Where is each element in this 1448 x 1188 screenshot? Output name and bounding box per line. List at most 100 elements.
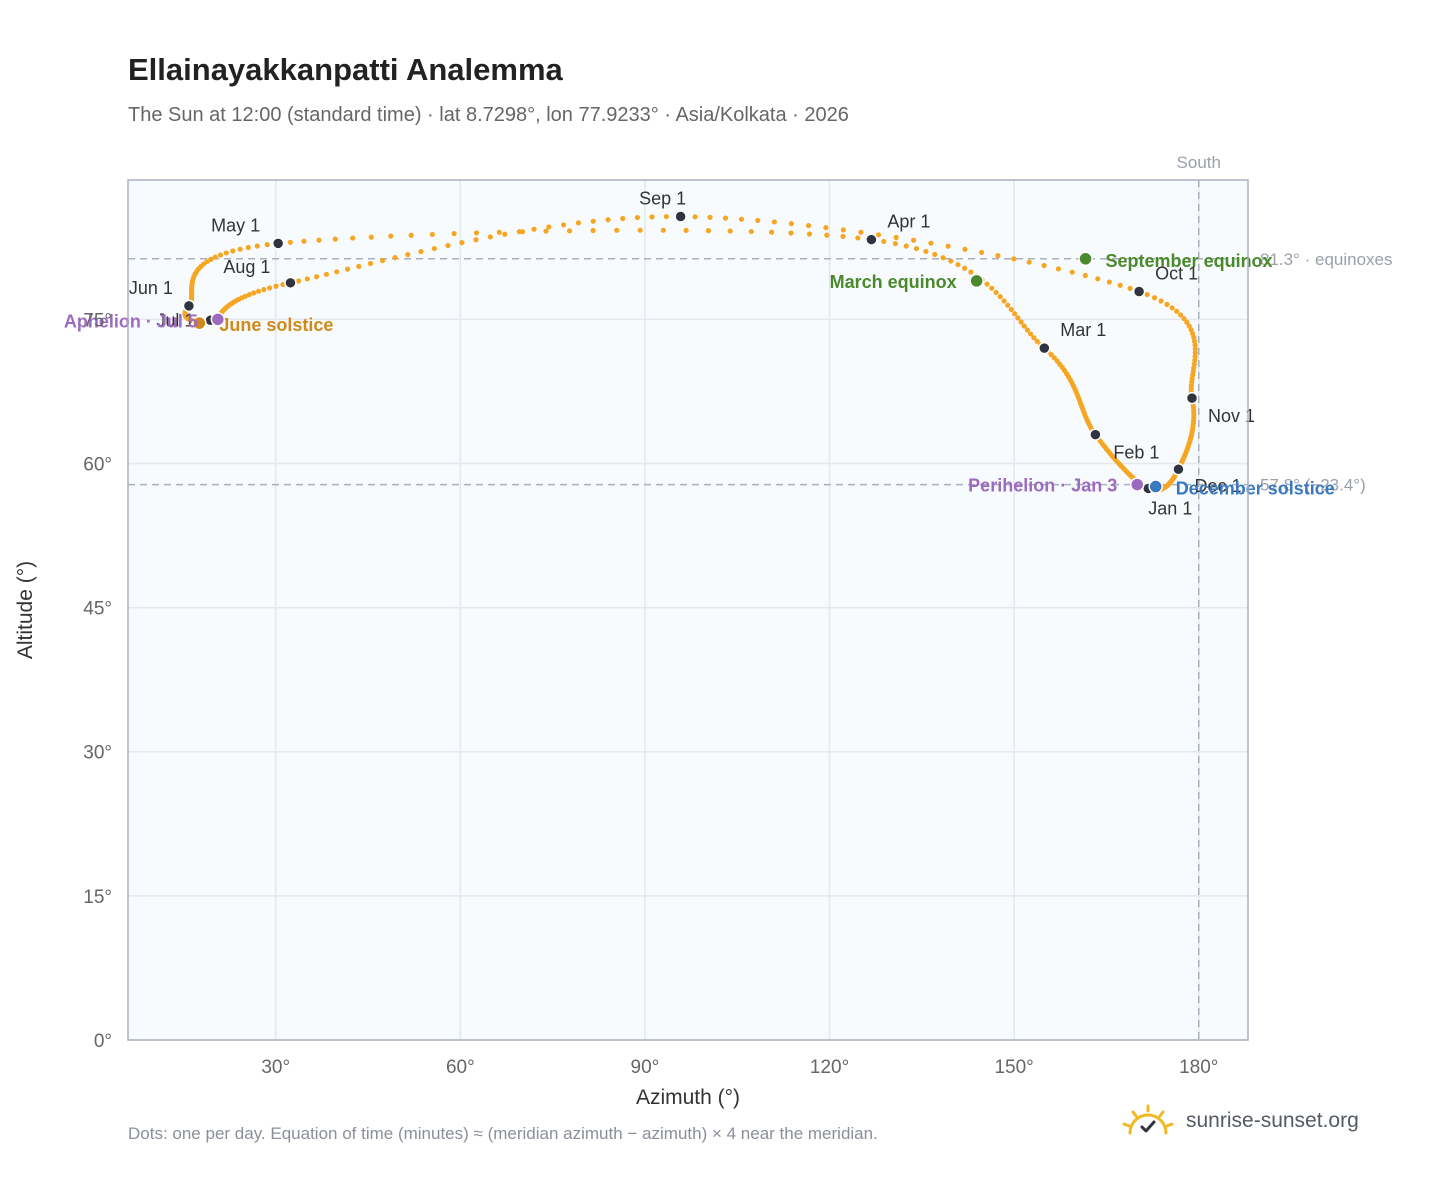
- y-tick-label: 45°: [83, 599, 112, 620]
- x-tick-label: 180°: [1179, 1057, 1218, 1078]
- brand[interactable]: sunrise-sunset.org: [1120, 1104, 1359, 1138]
- event-marker: [192, 315, 207, 331]
- daily-dot: [788, 221, 794, 227]
- daily-dot: [264, 242, 270, 248]
- daily-dot: [575, 220, 582, 226]
- daily-dot: [932, 251, 938, 258]
- daily-dot: [1144, 291, 1150, 298]
- daily-dot: [1021, 323, 1027, 329]
- daily-dot: [892, 240, 898, 247]
- daily-dot: [1031, 335, 1037, 341]
- daily-dot: [295, 278, 302, 284]
- daily-dot: [405, 252, 411, 258]
- daily-dot: [418, 248, 424, 255]
- daily-dot: [1191, 338, 1198, 344]
- daily-dot: [1192, 342, 1198, 348]
- daily-dot: [261, 287, 267, 293]
- daily-dot: [445, 242, 451, 249]
- daily-dot: [637, 227, 643, 233]
- daily-dot: [705, 228, 712, 234]
- daily-dot: [1169, 305, 1175, 311]
- event-marker: [1129, 477, 1145, 492]
- daily-dot: [368, 234, 374, 240]
- daily-dot: [903, 243, 909, 249]
- x-tick-label: 150°: [994, 1057, 1033, 1078]
- event-label: March equinox: [830, 272, 957, 292]
- month-label: May 1: [211, 215, 260, 235]
- daily-dot: [242, 293, 248, 299]
- daily-dot: [893, 234, 899, 241]
- daily-dot: [984, 281, 990, 287]
- daily-dot: [1001, 298, 1007, 304]
- month-marker: [284, 276, 297, 290]
- daily-dot: [1011, 256, 1017, 262]
- daily-dot: [487, 234, 493, 240]
- daily-dot: [1181, 315, 1187, 322]
- daily-dot: [1041, 262, 1047, 269]
- brand-name: sunrise-sunset.org: [1186, 1109, 1359, 1132]
- chart-title: Ellainayakkanpatti Analemma: [128, 52, 563, 87]
- daily-dot: [1024, 327, 1031, 333]
- month-label: Jun 1: [129, 278, 173, 298]
- daily-dot: [1005, 302, 1011, 308]
- daily-dot: [788, 230, 794, 236]
- y-tick-label: 75°: [83, 310, 112, 331]
- daily-dot: [301, 238, 307, 244]
- daily-dot: [614, 227, 620, 233]
- month-marker: [865, 233, 878, 246]
- event-marker: [210, 312, 226, 327]
- event-label: Aphelion · Jul 5: [64, 311, 198, 331]
- event-label: Perihelion · Jan 3: [968, 476, 1117, 496]
- daily-dot: [1158, 298, 1164, 304]
- daily-dot: [255, 288, 262, 294]
- daily-dot: [649, 214, 655, 220]
- daily-dot: [683, 227, 689, 233]
- x-tick-label: 120°: [810, 1057, 849, 1078]
- y-tick-label: 60°: [83, 454, 112, 475]
- daily-dot: [962, 265, 968, 271]
- daily-dot: [367, 260, 374, 267]
- daily-dot: [379, 257, 386, 264]
- daily-dot: [254, 243, 260, 249]
- daily-dot: [840, 227, 846, 233]
- daily-dot: [429, 231, 435, 238]
- event-marker: [969, 273, 984, 289]
- daily-dot: [392, 255, 398, 261]
- daily-dot: [881, 238, 887, 245]
- daily-dot: [805, 222, 812, 229]
- daily-dot: [1192, 350, 1198, 356]
- month-label: Nov 1: [1208, 406, 1255, 426]
- daily-dot: [771, 219, 778, 225]
- sun-check-logo-icon: [1122, 1104, 1174, 1135]
- daily-dot: [1127, 285, 1133, 291]
- daily-dot: [1069, 269, 1075, 275]
- daily-dot: [1082, 272, 1088, 279]
- daily-dot: [923, 248, 929, 255]
- month-marker: [1172, 462, 1185, 476]
- daily-dot: [840, 233, 846, 240]
- daily-dot: [208, 256, 214, 262]
- daily-dot: [979, 249, 985, 256]
- event-marker: [1078, 251, 1093, 267]
- daily-dot: [605, 217, 611, 223]
- daily-dot: [1034, 338, 1040, 344]
- daily-dot: [910, 237, 917, 243]
- altitude-reference-label: 57.8° (−23.4°): [1260, 476, 1366, 495]
- daily-dot: [1008, 306, 1014, 313]
- month-label: Aug 1: [223, 257, 270, 277]
- daily-dot: [945, 243, 951, 249]
- y-axis-label: Altitude (°): [14, 561, 37, 659]
- daily-dot: [431, 245, 437, 252]
- daily-dot: [251, 290, 257, 296]
- daily-dot: [1055, 266, 1062, 272]
- daily-dot: [323, 271, 330, 277]
- daily-dot: [663, 213, 669, 220]
- month-label: Mar 1: [1060, 320, 1106, 340]
- daily-dot: [824, 232, 830, 238]
- daily-dot: [692, 214, 698, 220]
- y-tick-label: 30°: [83, 743, 112, 764]
- month-marker: [674, 210, 687, 223]
- daily-dot: [531, 226, 537, 232]
- daily-dot: [955, 261, 961, 268]
